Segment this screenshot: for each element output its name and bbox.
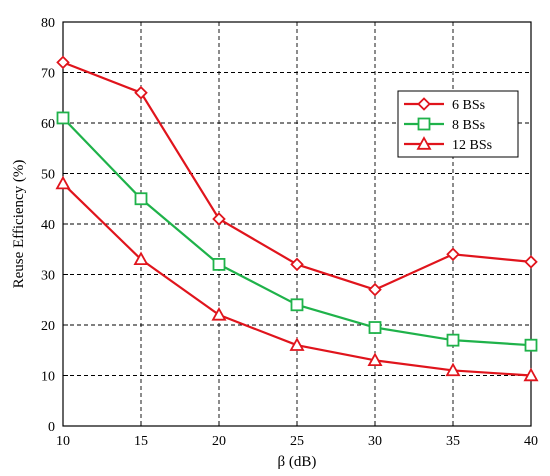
legend-label: 8 BSs	[452, 118, 485, 133]
data-point-square	[524, 338, 538, 352]
data-point-square	[446, 333, 460, 347]
x-tick-label: 20	[212, 434, 226, 449]
y-axis-title: Reuse Efficiency (%)	[11, 160, 27, 289]
data-point-triangle	[523, 367, 539, 382]
legend-label: 12 BSs	[452, 138, 492, 153]
legend-label: 6 BSs	[452, 98, 485, 113]
y-tick-label: 20	[41, 319, 55, 334]
legend-item: 6 BSs	[404, 97, 485, 113]
data-point-square	[134, 192, 148, 206]
legend-item: 12 BSs	[404, 136, 492, 153]
data-point-diamond	[524, 255, 538, 269]
data-point-triangle	[133, 251, 149, 266]
x-tick-label: 30	[368, 434, 382, 449]
series-2	[55, 175, 539, 382]
x-tick-label: 15	[134, 434, 148, 449]
data-point-triangle	[211, 307, 227, 321]
data-point-triangle	[55, 175, 71, 190]
legend-marker	[417, 117, 431, 131]
legend-item: 8 BSs	[404, 117, 485, 133]
x-axis-title: β (dB)	[278, 454, 317, 470]
legend-marker	[417, 97, 431, 111]
series-1	[56, 111, 538, 352]
y-tick-label: 30	[41, 269, 55, 284]
y-tick-label: 0	[48, 420, 55, 435]
series-0	[56, 55, 538, 297]
y-tick-label: 50	[41, 168, 55, 183]
y-tick-label: 80	[41, 16, 55, 31]
data-point-square	[290, 298, 304, 312]
x-tick-label: 10	[56, 434, 70, 449]
data-point-square	[56, 111, 70, 125]
data-point-diamond	[290, 257, 304, 272]
y-tick-label: 60	[41, 117, 55, 132]
x-tick-label: 40	[524, 434, 538, 449]
data-point-square	[212, 257, 226, 271]
y-tick-label: 70	[41, 67, 55, 82]
y-tick-label: 10	[41, 370, 55, 385]
data-point-square	[368, 321, 382, 334]
data-point-diamond	[368, 282, 382, 297]
data-point-triangle	[367, 352, 383, 367]
legend: 6 BSs 8 BSs 12 BSs	[397, 90, 519, 158]
legend-marker	[416, 136, 432, 150]
grid-lines	[63, 22, 531, 426]
x-tick-label: 35	[446, 434, 460, 449]
data-point-diamond	[212, 212, 226, 226]
data-series	[55, 55, 539, 382]
x-tick-label: 25	[290, 434, 304, 449]
data-point-diamond	[134, 85, 148, 100]
data-point-diamond	[446, 247, 460, 262]
data-point-triangle	[445, 362, 461, 377]
data-point-diamond	[56, 55, 70, 70]
data-point-triangle	[289, 337, 305, 351]
y-tick-label: 40	[41, 218, 55, 233]
